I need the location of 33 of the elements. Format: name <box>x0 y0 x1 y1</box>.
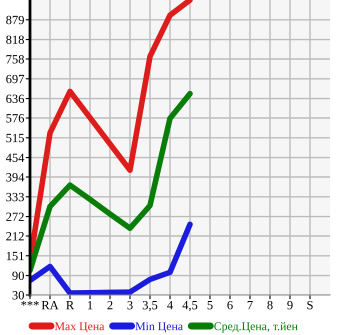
y-tick-label: 576 <box>6 114 24 122</box>
y-tick-label: 636 <box>6 94 24 104</box>
y-tick-label: 333 <box>6 192 24 202</box>
y-tick-label: 879 <box>6 16 24 24</box>
y-tick-label: 212 <box>6 232 24 240</box>
x-tick-label: 2 <box>107 300 112 310</box>
y-tick-label: 272 <box>6 212 24 221</box>
legend-label: Сред.Цена, т.йен <box>214 322 298 333</box>
y-tick-label: 394 <box>6 173 24 182</box>
x-tick-label: 3,5 <box>142 300 158 312</box>
x-tick-label: 6 <box>227 300 233 310</box>
y-tick-label: 151 <box>6 252 24 260</box>
x-tick-label: 9 <box>287 300 293 310</box>
y-tick-label: 818 <box>6 36 24 44</box>
x-tick-label: 5 <box>208 301 213 310</box>
x-tick-label: *** <box>21 301 39 306</box>
y-tick-label: 30 <box>12 291 24 300</box>
x-tick-label: 8 <box>267 300 273 310</box>
y-tick-label: 697 <box>6 74 24 84</box>
legend-label: Min Цена <box>135 322 183 333</box>
y-tick-label: 758 <box>6 55 24 64</box>
x-tick-label: 3 <box>127 300 133 310</box>
x-tick-label: RA <box>42 300 59 310</box>
y-tick-label: 90 <box>12 272 24 280</box>
x-tick-label: 7 <box>248 301 253 310</box>
x-tick-label: R <box>66 301 74 310</box>
legend-label: Max Цена <box>54 322 104 333</box>
y-tick-label: 454 <box>6 154 24 162</box>
x-tick-label: 4,5 <box>182 301 198 312</box>
x-tick-label: S <box>307 300 313 310</box>
x-tick-label: 4 <box>167 301 173 310</box>
y-tick-label: 515 <box>6 134 24 142</box>
x-tick-label: 1 <box>88 300 92 310</box>
